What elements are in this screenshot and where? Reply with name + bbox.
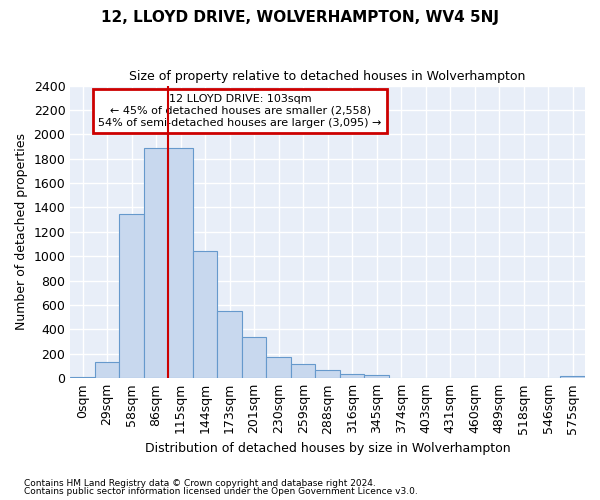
Text: 12, LLOYD DRIVE, WOLVERHAMPTON, WV4 5NJ: 12, LLOYD DRIVE, WOLVERHAMPTON, WV4 5NJ	[101, 10, 499, 25]
X-axis label: Distribution of detached houses by size in Wolverhampton: Distribution of detached houses by size …	[145, 442, 511, 455]
Bar	[144, 148, 169, 378]
Bar	[242, 338, 266, 378]
Bar	[364, 375, 389, 378]
Bar	[316, 370, 340, 378]
Y-axis label: Number of detached properties: Number of detached properties	[15, 134, 28, 330]
Bar	[291, 364, 316, 378]
Bar	[340, 374, 364, 378]
Bar	[217, 311, 242, 378]
Bar	[560, 376, 585, 378]
Bar	[266, 357, 291, 378]
Text: Contains public sector information licensed under the Open Government Licence v3: Contains public sector information licen…	[24, 487, 418, 496]
Bar	[169, 148, 193, 378]
Text: 12 LLOYD DRIVE: 103sqm
← 45% of detached houses are smaller (2,558)
54% of semi-: 12 LLOYD DRIVE: 103sqm ← 45% of detached…	[98, 94, 382, 128]
Bar	[119, 214, 144, 378]
Bar	[193, 251, 217, 378]
Title: Size of property relative to detached houses in Wolverhampton: Size of property relative to detached ho…	[130, 70, 526, 83]
Bar	[95, 362, 119, 378]
Bar	[70, 377, 95, 378]
Text: Contains HM Land Registry data © Crown copyright and database right 2024.: Contains HM Land Registry data © Crown c…	[24, 478, 376, 488]
